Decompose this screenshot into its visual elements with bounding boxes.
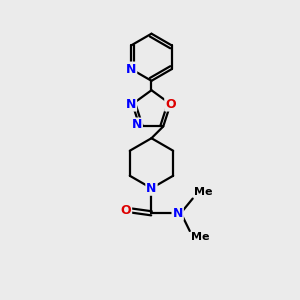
Text: N: N [172, 207, 183, 220]
Text: O: O [165, 98, 176, 111]
Text: N: N [126, 98, 136, 111]
Text: Me: Me [191, 232, 210, 242]
Text: O: O [121, 204, 131, 217]
Text: N: N [146, 182, 157, 195]
Text: Me: Me [194, 187, 213, 197]
Text: N: N [126, 62, 136, 76]
Text: N: N [132, 118, 142, 131]
